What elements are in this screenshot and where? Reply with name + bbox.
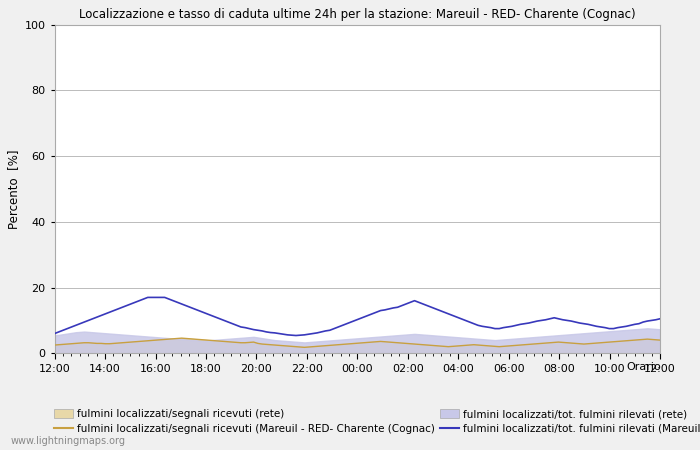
Text: www.lightningmaps.org: www.lightningmaps.org: [10, 436, 125, 446]
Text: Orario: Orario: [626, 362, 662, 372]
Y-axis label: Percento  [%]: Percento [%]: [8, 149, 20, 229]
Legend: fulmini localizzati/segnali ricevuti (rete), fulmini localizzati/segnali ricevut: fulmini localizzati/segnali ricevuti (re…: [54, 410, 700, 433]
Title: Localizzazione e tasso di caduta ultime 24h per la stazione: Mareuil - RED- Char: Localizzazione e tasso di caduta ultime …: [79, 8, 636, 21]
